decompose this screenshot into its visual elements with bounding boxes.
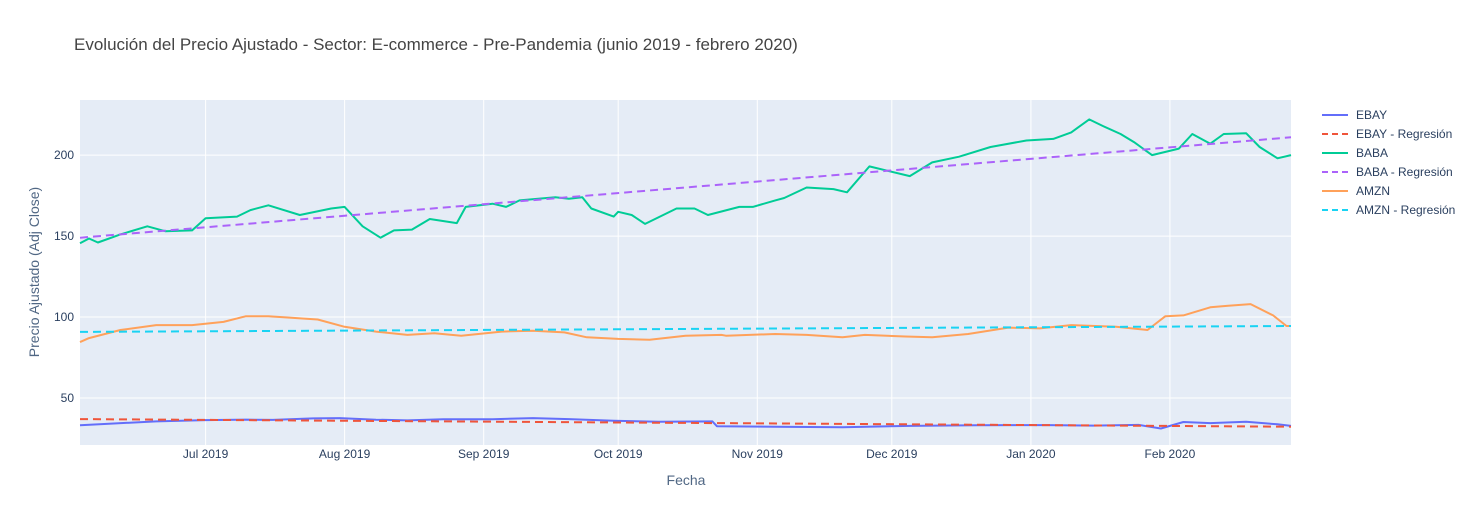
legend-label: BABA — [1356, 146, 1388, 160]
series-line-baba — [79, 118, 1292, 245]
series-line-baba-regresi-n — [79, 136, 1292, 239]
grid — [80, 100, 1291, 445]
legend-label: EBAY — [1356, 108, 1387, 122]
x-tick-label: Nov 2019 — [732, 447, 784, 461]
x-tick-label: Oct 2019 — [594, 447, 643, 461]
y-tick-label: 50 — [61, 391, 75, 405]
legend-label: EBAY - Regresión — [1356, 127, 1452, 141]
series-line-amzn-regresi-n — [79, 325, 1292, 333]
series-line-amzn — [79, 303, 1291, 344]
x-tick-label: Feb 2020 — [1145, 447, 1196, 461]
chart-title: Evolución del Precio Ajustado - Sector: … — [74, 35, 798, 54]
series-line-ebay-regresi-n — [79, 418, 1292, 428]
plot-area — [80, 100, 1291, 445]
legend-label: BABA - Regresión — [1356, 165, 1453, 179]
legend: EBAY EBAY - Regresión BABA BABA - Regresión… — [1322, 108, 1455, 217]
series-layer — [79, 118, 1292, 430]
x-tick-label: Jan 2020 — [1006, 447, 1056, 461]
y-tick-label: 150 — [54, 229, 74, 243]
x-tick-label: Aug 2019 — [319, 447, 371, 461]
x-tick-label: Jul 2019 — [183, 447, 229, 461]
y-axis-ticks: 50 100 150 200 — [54, 148, 74, 405]
y-tick-label: 200 — [54, 148, 74, 162]
x-axis-label: Fecha — [667, 472, 706, 488]
x-tick-label: Sep 2019 — [458, 447, 510, 461]
legend-label: AMZN — [1356, 184, 1390, 198]
y-tick-label: 100 — [54, 310, 74, 324]
y-axis-label: Precio Ajustado (Adj Close) — [26, 187, 42, 357]
legend-label: AMZN - Regresión — [1356, 203, 1455, 217]
x-tick-label: Dec 2019 — [866, 447, 918, 461]
x-axis-ticks: Jul 2019 Aug 2019 Sep 2019 Oct 2019 Nov 2019… — [183, 447, 1196, 461]
